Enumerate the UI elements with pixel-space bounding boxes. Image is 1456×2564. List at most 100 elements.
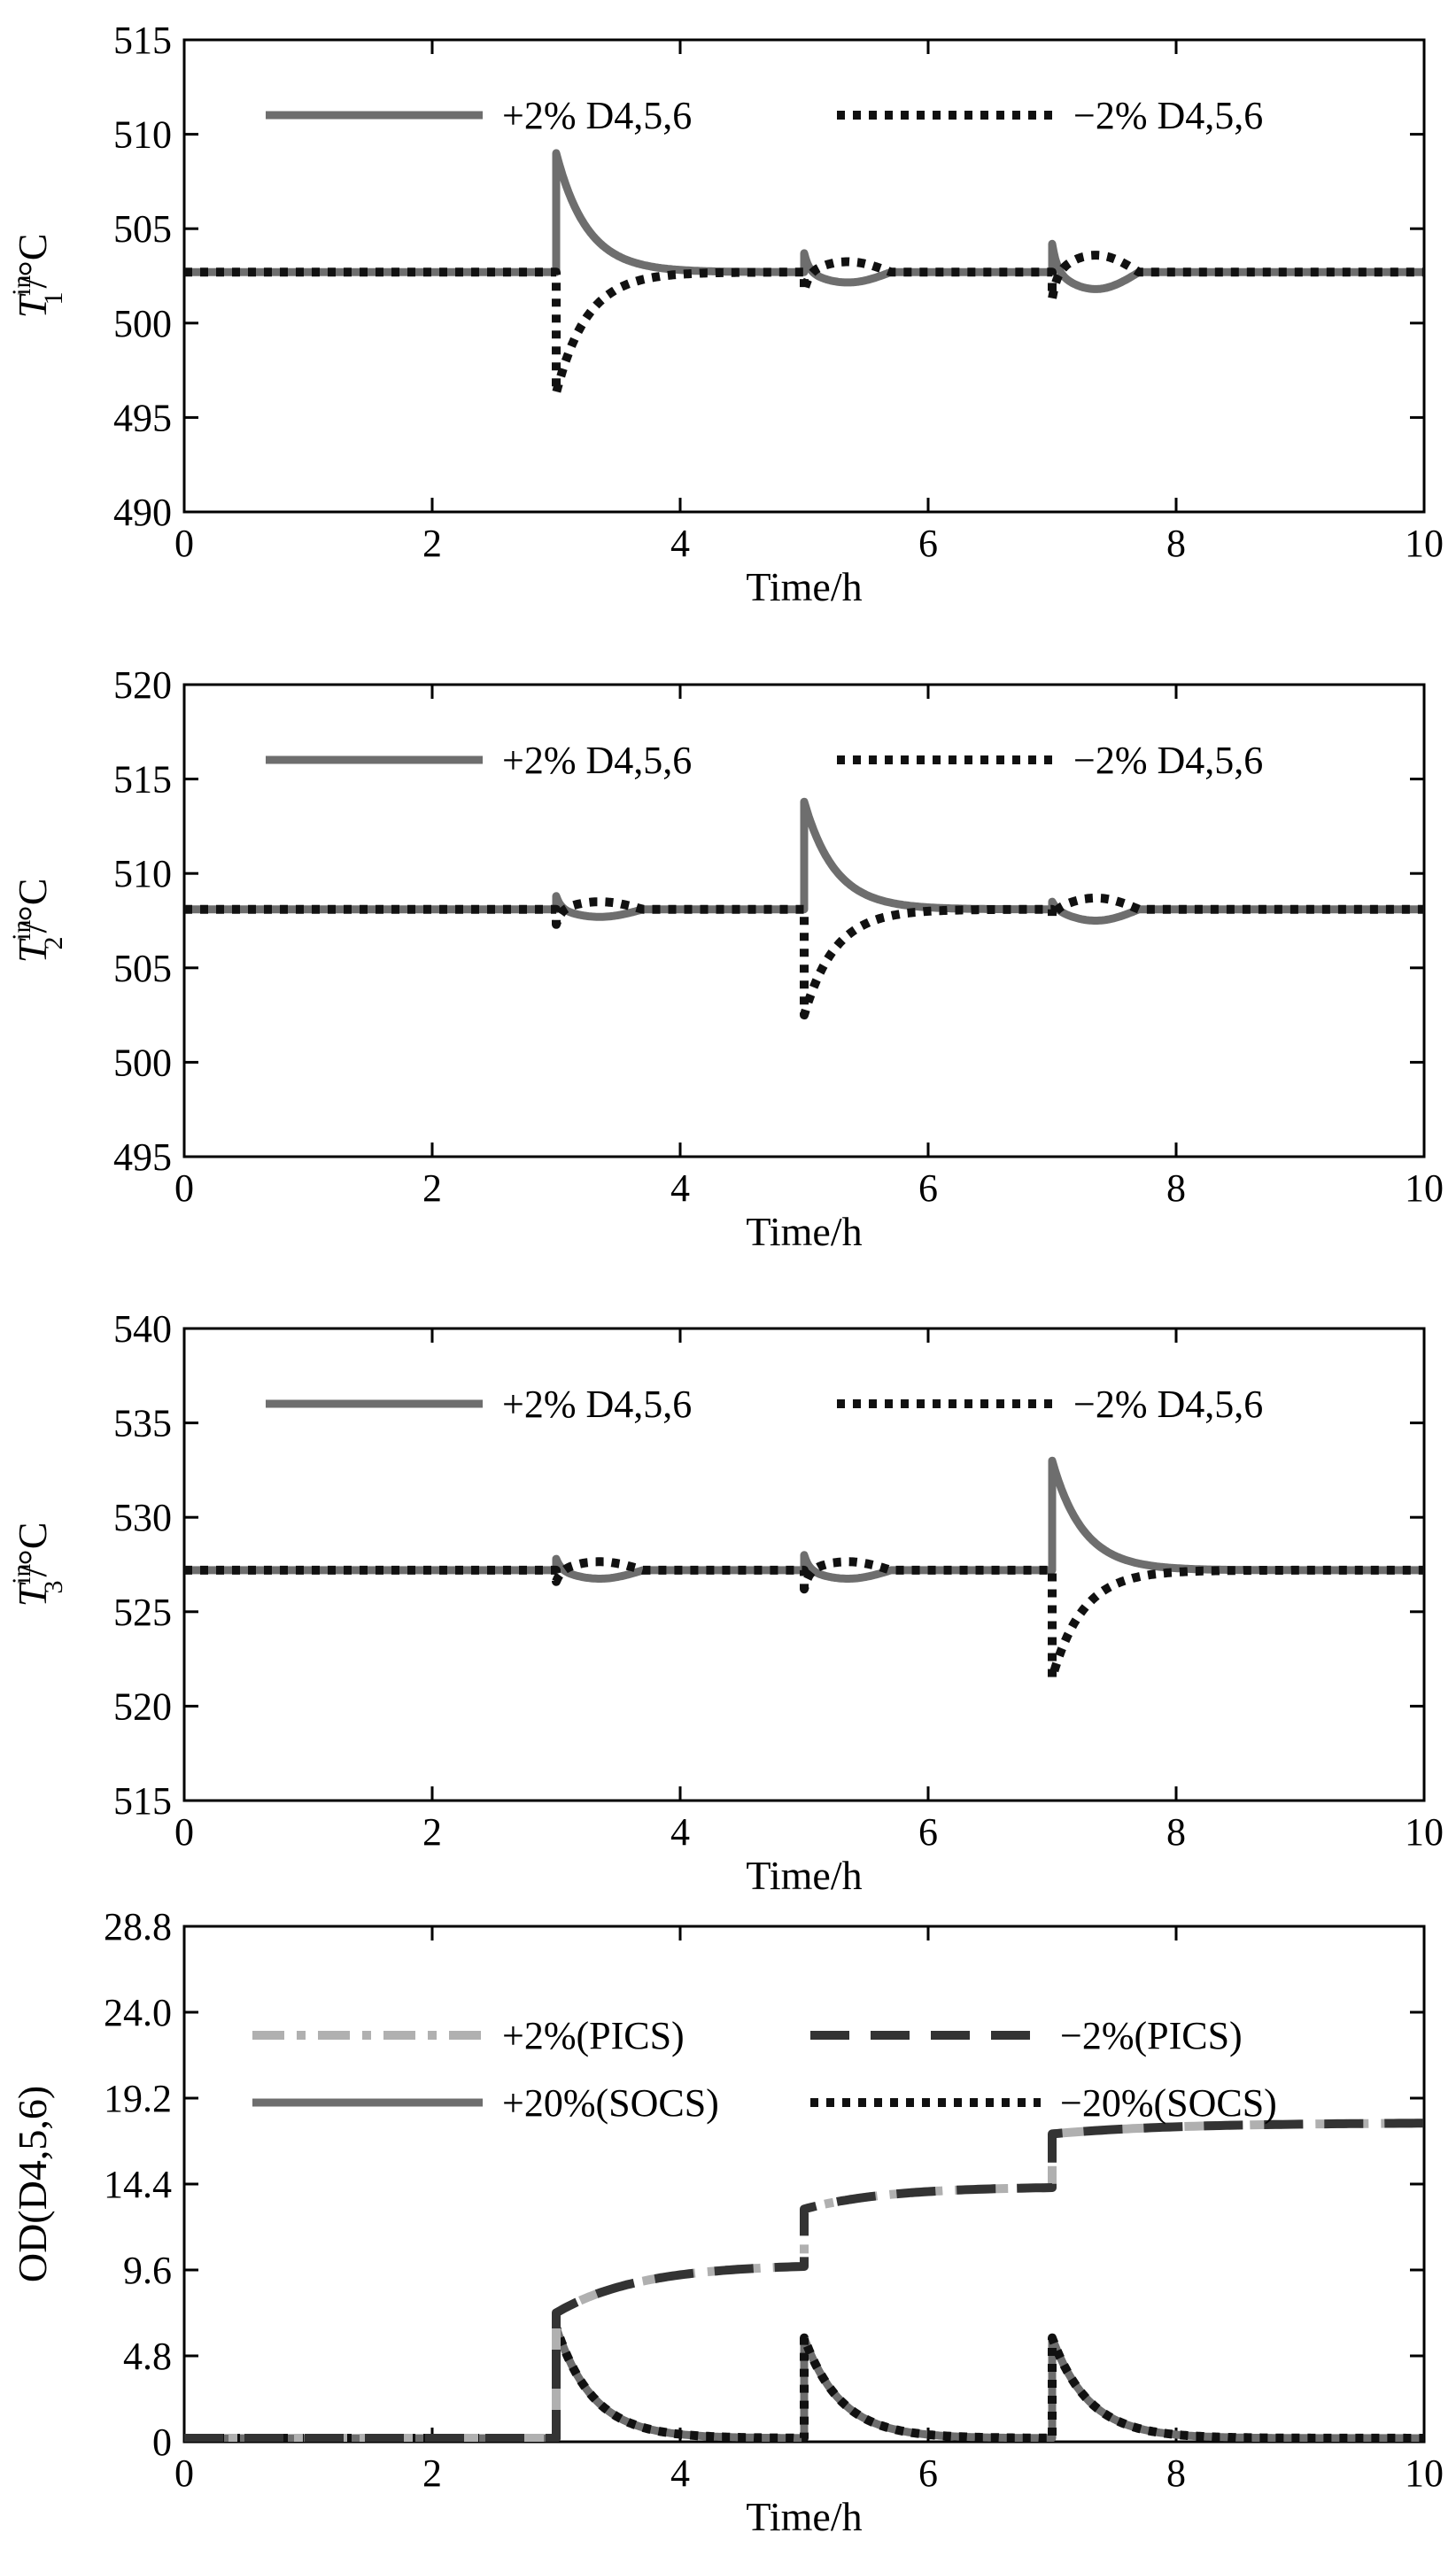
- plot-frame: [182, 1327, 1426, 1802]
- x-tick-label: 8: [1166, 1166, 1186, 1210]
- y-tick-label: 535: [113, 1402, 172, 1445]
- legend: +2% D4,5,6 −2% D4,5,6: [266, 739, 1263, 782]
- y-tick-label: 500: [113, 302, 172, 345]
- y-tick-label: 520: [113, 663, 172, 707]
- series-lines: [184, 797, 1424, 1020]
- legend: +2% D4,5,6 −2% D4,5,6: [266, 94, 1263, 137]
- y-tick-label: 4.8: [123, 2335, 172, 2378]
- y-tick-label: 515: [113, 19, 172, 62]
- series-lines: [184, 2119, 1424, 2442]
- y-tick-label: 515: [113, 758, 172, 802]
- x-tick-label: 10: [1405, 522, 1444, 565]
- y-tick-label: 530: [113, 1496, 172, 1539]
- x-tick-label: 0: [174, 1166, 194, 1210]
- legend-label-0: +2% D4,5,6: [502, 1383, 692, 1426]
- y-tick-label: 540: [113, 1307, 172, 1351]
- y-tick-label: 520: [113, 1685, 172, 1728]
- y-axis-label-unit: /°C: [10, 879, 55, 933]
- y-axis-label-superscript: in: [7, 1563, 36, 1584]
- y-axis-label-subscript: 3: [39, 1580, 68, 1593]
- y-tick-label: 495: [113, 1135, 172, 1179]
- x-tick-label: 6: [918, 1810, 938, 1854]
- y-axis-label-variable: T: [10, 1581, 55, 1607]
- x-tick-label: 0: [174, 2452, 194, 2495]
- x-tick-label: 0: [174, 1810, 194, 1854]
- legend-label-1: −2% D4,5,6: [1073, 739, 1263, 782]
- y-axis-label-superscript: in: [7, 275, 36, 295]
- y-tick-label: 0: [152, 2421, 172, 2464]
- x-tick-label: 6: [918, 1166, 938, 1210]
- series-line-1: [184, 2119, 1424, 2442]
- legend-label-1: −2%(PICS): [1060, 2014, 1243, 2057]
- y-axis-label-unit: /°C: [10, 234, 55, 289]
- x-axis-label: Time/h: [746, 2494, 862, 2539]
- x-axis-label: Time/h: [746, 1209, 862, 1254]
- plot-frame: [182, 683, 1426, 1158]
- x-tick-label: 4: [670, 1810, 690, 1854]
- legend-label-1: −2% D4,5,6: [1073, 1383, 1263, 1426]
- y-axis-label: OD(D4,5,6): [10, 2086, 55, 2282]
- y-tick-label: 28.8: [104, 1905, 172, 1948]
- y-axis-label-variable: T: [10, 937, 55, 963]
- x-axis-label: Time/h: [746, 564, 862, 609]
- y-tick-label: 9.6: [123, 2249, 172, 2292]
- y-axis-label: Tin1 /°C: [7, 234, 68, 319]
- x-tick-label: 6: [918, 2452, 938, 2495]
- y-axis-label-subscript: 1: [39, 291, 68, 305]
- legend-label-0: +2% D4,5,6: [502, 94, 692, 137]
- x-tick-label: 10: [1405, 1166, 1444, 1210]
- series-line-1: [184, 251, 1424, 398]
- y-axis-label: Tin2 /°C: [7, 879, 68, 964]
- series-lines: [184, 149, 1424, 398]
- panel-t2-inlet-temperature: 0 2 4 6 8 10495500505510515520Time/hTin2/°C+2…: [7, 663, 1444, 1254]
- x-tick-label: 10: [1405, 2452, 1444, 2495]
- x-tick-label: 0: [174, 522, 194, 565]
- x-tick-label: 4: [670, 2452, 690, 2495]
- panel-t3-inlet-temperature: 0 2 4 6 8 10 515 520 525 530 535 540 Time/h Tin3 /°C +2…: [7, 1307, 1444, 1898]
- x-tick-label: 4: [670, 1166, 690, 1210]
- y-tick-label: 510: [113, 113, 172, 157]
- legend-label-1: −2% D4,5,6: [1073, 94, 1263, 137]
- legend: +2% D4,5,6 −2% D4,5,6: [266, 1383, 1263, 1426]
- x-tick-label: 2: [422, 1810, 442, 1854]
- x-tick-label: 8: [1166, 2452, 1186, 2495]
- y-tick-label: 24.0: [104, 1991, 172, 2034]
- y-tick-label: 500: [113, 1041, 172, 1084]
- y-tick-label: 495: [113, 396, 172, 439]
- y-tick-label: 510: [113, 852, 172, 895]
- series-line-0: [184, 797, 1424, 925]
- legend-label-0: +2% D4,5,6: [502, 739, 692, 782]
- x-tick-label: 2: [422, 1166, 442, 1210]
- y-tick-label: 525: [113, 1591, 172, 1634]
- x-tick-label: 6: [918, 522, 938, 565]
- x-axis-label: Time/h: [746, 1853, 862, 1898]
- legend-label-0: +2%(PICS): [502, 2014, 685, 2057]
- y-axis-label: Tin3 /°C: [7, 1522, 68, 1607]
- y-axis-label-subscript: 2: [39, 936, 68, 949]
- legend-label-3: −20%(SOCS): [1060, 2081, 1277, 2125]
- series-line-1: [184, 893, 1424, 1020]
- y-axis-label-variable: T: [10, 292, 55, 318]
- legend: +2%(PICS) −2%(PICS) +20%(SOCS) −20%(SOCS): [252, 2014, 1277, 2125]
- y-tick-label: 14.4: [104, 2163, 172, 2206]
- y-tick-label: 505: [113, 207, 172, 251]
- series-line-1: [184, 1557, 1424, 1683]
- x-tick-label: 2: [422, 2452, 442, 2495]
- panel-od-d456: 0 2 4 6 8 10 0 4.8 9.6 14.4 19.2 24.0 28.8 Time/h OD(D…: [10, 1905, 1444, 2539]
- y-tick-label: 19.2: [104, 2077, 172, 2120]
- y-axis-label-superscript: in: [7, 919, 36, 940]
- x-tick-label: 8: [1166, 1810, 1186, 1854]
- x-tick-label: 2: [422, 522, 442, 565]
- x-tick-label: 10: [1405, 1810, 1444, 1854]
- legend-label-2: +20%(SOCS): [502, 2081, 719, 2125]
- y-axis-label-unit: /°C: [10, 1522, 55, 1577]
- x-tick-label: 8: [1166, 522, 1186, 565]
- y-tick-label: 490: [113, 491, 172, 534]
- y-tick-label: 505: [113, 947, 172, 990]
- y-tick-label: 515: [113, 1779, 172, 1823]
- x-tick-label: 4: [670, 522, 690, 565]
- series-lines: [184, 1456, 1424, 1683]
- panel-t1-inlet-temperature: 0 2 4 6 8 10 490 495 500 505 510 515 Time/h Tin1 /°C +2…: [7, 19, 1444, 609]
- series-line-0: [184, 1456, 1424, 1583]
